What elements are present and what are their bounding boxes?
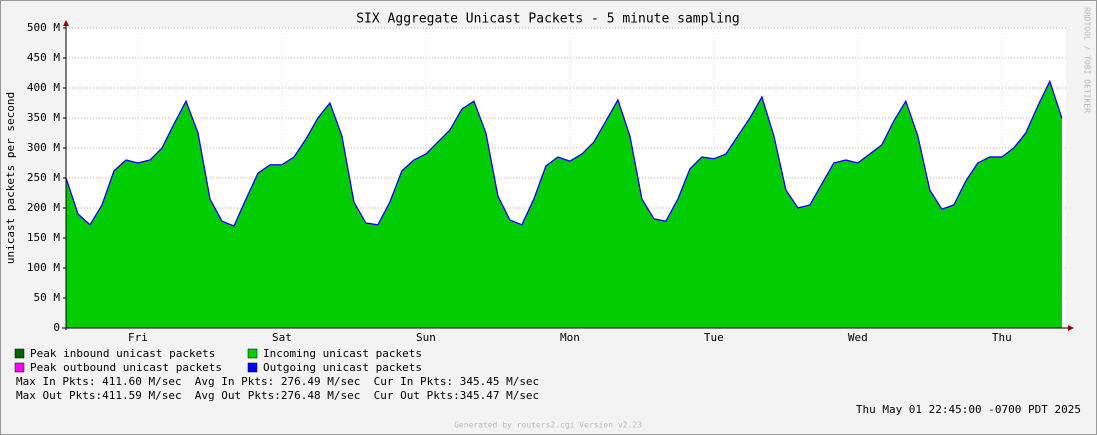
legend-label: Incoming unicast packets	[263, 347, 422, 360]
x-tick-label: Sun	[416, 331, 436, 344]
area	[66, 81, 1062, 329]
y-tick-label: 200 M	[27, 201, 60, 214]
x-tick-label: Fri	[128, 331, 148, 344]
legend-swatch	[14, 348, 25, 359]
y-tick-label: 100 M	[27, 261, 60, 274]
legend-label: Peak outbound unicast packets	[30, 361, 222, 374]
side-label: RRDTOOL / TOBI OETIKER	[1083, 7, 1092, 113]
y-tick-label: 50 M	[34, 291, 61, 304]
y-tick-label: 500 M	[27, 21, 60, 34]
legend-label: Peak inbound unicast packets	[30, 347, 215, 360]
footer: Generated by routers2.cgi Version v2.23	[454, 421, 642, 430]
y-tick-label: 450 M	[27, 51, 60, 64]
legend-swatch	[247, 362, 258, 373]
y-tick-label: 0	[53, 321, 60, 334]
y-tick-label: 400 M	[27, 81, 60, 94]
x-tick-label: Mon	[560, 331, 580, 344]
x-arrow	[1068, 325, 1074, 331]
y-tick-label: 300 M	[27, 141, 60, 154]
y-axis-label: unicast packets per second	[4, 92, 17, 264]
legend-swatch	[14, 362, 25, 373]
line	[65, 79, 1063, 227]
stats-line: Max Out Pkts:411.59 M/sec Avg Out Pkts:2…	[16, 389, 539, 402]
legend: Peak inbound unicast packets Incoming uni…	[14, 347, 422, 374]
y-arrow	[63, 20, 69, 26]
marks	[65, 79, 1063, 329]
stats-line: Max In Pkts: 411.60 M/sec Avg In Pkts: 2…	[16, 375, 539, 388]
x-tick-label: Sat	[272, 331, 292, 344]
x-tick-label: Thu	[992, 331, 1012, 344]
legend-label: Outgoing unicast packets	[263, 361, 422, 374]
timestamp: Thu May 01 22:45:00 -0700 PDT 2025	[856, 403, 1081, 416]
y-tick-label: 250 M	[27, 171, 60, 184]
y-tick-label: 150 M	[27, 231, 60, 244]
axes	[62, 20, 1074, 331]
y-tick-label: 350 M	[27, 111, 60, 124]
x-tick-label: Wed	[848, 331, 868, 344]
legend-swatch	[247, 348, 258, 359]
chart-title: SIX Aggregate Unicast Packets - 5 minute…	[356, 12, 740, 27]
x-tick-label: Tue	[704, 331, 724, 344]
